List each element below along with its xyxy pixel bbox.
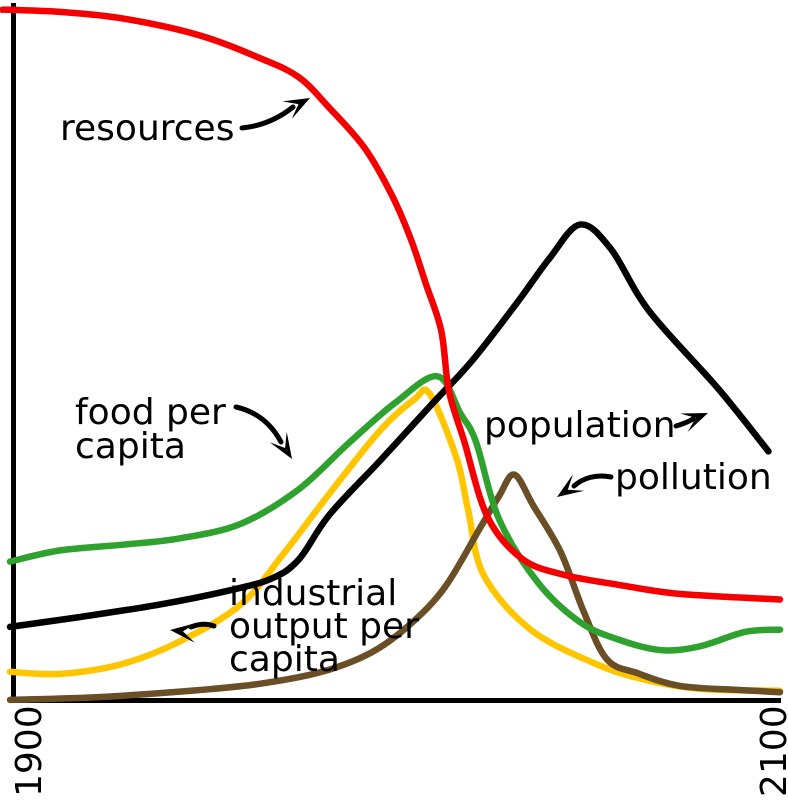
label-industrial-output-line2: output per bbox=[229, 606, 419, 647]
label-population: population bbox=[484, 405, 676, 446]
pollution-arrow bbox=[557, 473, 614, 497]
label-food-per-capita-line2: capita bbox=[75, 426, 186, 467]
curve-group bbox=[0, 6, 784, 704]
resources-arrow-tail bbox=[239, 104, 296, 131]
label-resources: resources bbox=[60, 108, 234, 149]
label-industrial-output-line3: capita bbox=[229, 639, 340, 680]
label-pollution: pollution bbox=[615, 457, 772, 498]
industrial-output-arrow-head bbox=[170, 622, 197, 643]
industrial_output_per_capita-curve bbox=[6, 386, 784, 695]
label-food-per-capita-line1: food per bbox=[75, 392, 226, 433]
resources-curve bbox=[0, 6, 784, 603]
industrial-output-arrow bbox=[170, 621, 217, 643]
population-arrow bbox=[673, 413, 708, 432]
pollution-arrow-head bbox=[557, 474, 585, 497]
resources-arrow bbox=[239, 98, 310, 131]
population-curve bbox=[6, 221, 772, 631]
food-per-capita-arrow-tail bbox=[233, 404, 284, 445]
x-tick-2100: 2100 bbox=[754, 705, 788, 797]
food-per-capita-arrow-head bbox=[269, 431, 292, 459]
food-per-capita-arrow bbox=[233, 404, 292, 459]
population-arrow-tail bbox=[673, 416, 696, 429]
label-industrial-output-line1: industrial bbox=[229, 573, 397, 614]
resources-arrow-head bbox=[282, 98, 310, 119]
population-arrow-head bbox=[680, 413, 708, 432]
annotation-arrow-group bbox=[170, 98, 708, 643]
food_per_capita-curve bbox=[6, 373, 784, 654]
pollution-arrow-tail bbox=[571, 473, 614, 489]
x-tick-1900: 1900 bbox=[9, 705, 50, 797]
industrial-output-arrow-tail bbox=[188, 621, 217, 630]
